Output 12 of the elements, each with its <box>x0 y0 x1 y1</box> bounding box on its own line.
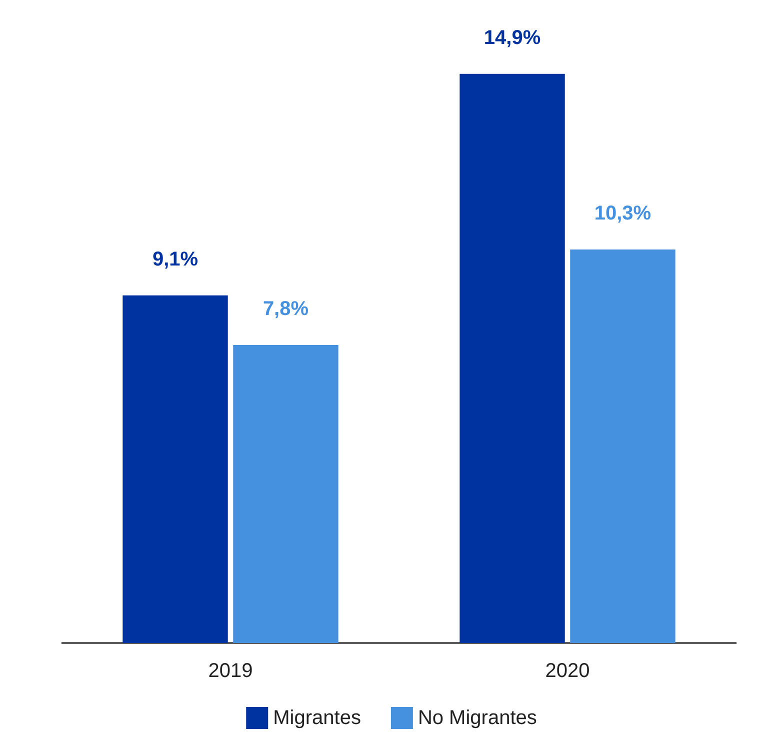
data-label: 10,3% <box>594 202 652 225</box>
bar <box>122 295 228 643</box>
legend-label: No Migrantes <box>418 707 537 729</box>
data-label: 9,1% <box>152 248 198 270</box>
data-label: 14,9% <box>484 26 541 49</box>
data-label: 7,8% <box>262 298 309 320</box>
bar <box>233 345 338 643</box>
x-tick-label: 2019 <box>208 660 253 682</box>
legend-label: Migrantes <box>273 707 361 729</box>
bar <box>460 74 565 643</box>
x-tick-label: 2020 <box>545 660 590 682</box>
bar <box>570 250 676 643</box>
